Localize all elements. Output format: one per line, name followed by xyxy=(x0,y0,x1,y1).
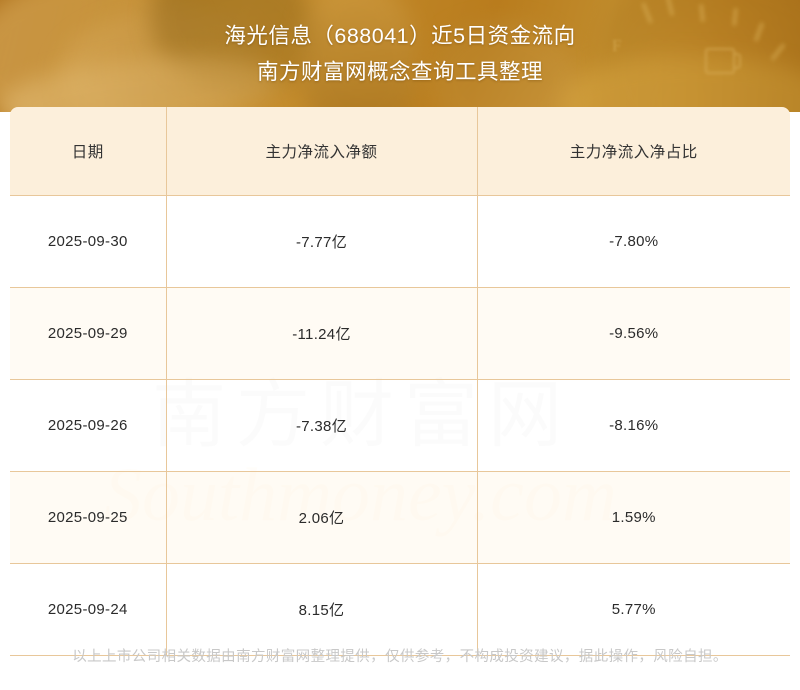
fund-flow-table-container: 日期 主力净流入净额 主力净流入净占比 2025-09-30 -7.77亿 -7… xyxy=(10,107,790,656)
column-header-net-ratio: 主力净流入净占比 xyxy=(477,107,790,196)
table-header-row: 日期 主力净流入净额 主力净流入净占比 xyxy=(10,107,790,196)
cell-date: 2025-09-26 xyxy=(10,379,167,472)
table-row: 2025-09-25 2.06亿 1.59% xyxy=(10,471,790,564)
cell-date: 2025-09-29 xyxy=(10,287,167,380)
cell-net-amount: 2.06亿 xyxy=(166,471,478,564)
header-banner: F 海光信息（688041）近5日资金流向 南方财富网概念查询工具整理 xyxy=(0,0,800,112)
banner-title-block: 海光信息（688041）近5日资金流向 南方财富网概念查询工具整理 xyxy=(0,0,800,87)
cell-date: 2025-09-30 xyxy=(10,195,167,288)
table-row: 2025-09-24 8.15亿 5.77% xyxy=(10,563,790,656)
cell-net-ratio: -9.56% xyxy=(477,287,790,380)
disclaimer-text: 以上上市公司相关数据由南方财富网整理提供，仅供参考，不构成投资建议，据此操作，风… xyxy=(72,649,728,665)
cell-net-amount: -11.24亿 xyxy=(166,287,478,380)
cell-net-amount: 8.15亿 xyxy=(166,563,478,656)
table-row: 2025-09-26 -7.38亿 -8.16% xyxy=(10,379,790,472)
fund-flow-table: 日期 主力净流入净额 主力净流入净占比 2025-09-30 -7.77亿 -7… xyxy=(10,107,790,656)
page-subtitle: 南方财富网概念查询工具整理 xyxy=(256,60,543,84)
column-header-date: 日期 xyxy=(10,107,167,196)
table-body: 2025-09-30 -7.77亿 -7.80% 2025-09-29 -11.… xyxy=(10,195,790,656)
cell-net-ratio: 5.77% xyxy=(477,563,790,656)
table-row: 2025-09-29 -11.24亿 -9.56% xyxy=(10,287,790,380)
cell-date: 2025-09-24 xyxy=(10,563,167,656)
table-header: 日期 主力净流入净额 主力净流入净占比 xyxy=(10,107,790,196)
gauge-letter-f: F xyxy=(612,36,622,55)
cell-date: 2025-09-25 xyxy=(10,471,167,564)
page-title: 海光信息（688041）近5日资金流向 xyxy=(224,24,576,48)
cell-net-ratio: -7.80% xyxy=(477,195,790,288)
column-header-net-amount: 主力净流入净额 xyxy=(166,107,478,196)
cell-net-amount: -7.77亿 xyxy=(166,195,478,288)
table-row: 2025-09-30 -7.77亿 -7.80% xyxy=(10,195,790,288)
cell-net-amount: -7.38亿 xyxy=(166,379,478,472)
fuel-pump-icon xyxy=(705,48,741,74)
cell-net-ratio: -8.16% xyxy=(477,379,790,472)
cell-net-ratio: 1.59% xyxy=(477,471,790,564)
